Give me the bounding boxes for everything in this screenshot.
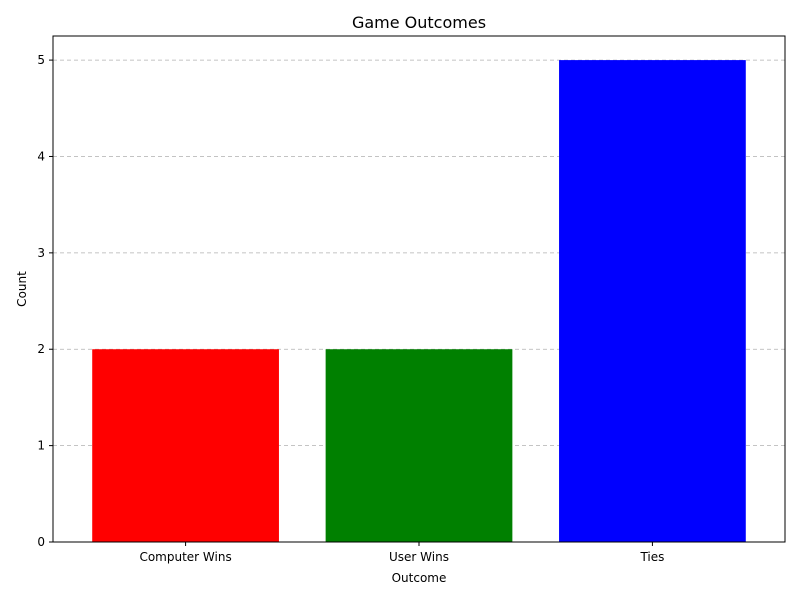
y-tick-label-3: 3 xyxy=(37,246,45,260)
x-tick-label-ties: Ties xyxy=(639,550,664,564)
bar-ties xyxy=(559,60,746,542)
y-tick-label-4: 4 xyxy=(37,149,45,163)
y-axis-ticks: 0 1 2 3 4 5 xyxy=(37,53,53,549)
y-tick-label-2: 2 xyxy=(37,342,45,356)
x-tick-label-user-wins: User Wins xyxy=(389,550,449,564)
y-tick-label-5: 5 xyxy=(37,53,45,67)
bar-computer-wins xyxy=(92,349,279,542)
bars xyxy=(92,60,746,542)
y-tick-label-0: 0 xyxy=(37,535,45,549)
x-tick-label-computer-wins: Computer Wins xyxy=(139,550,231,564)
bar-user-wins xyxy=(325,349,513,542)
x-axis-ticks: Computer Wins User Wins Ties xyxy=(139,542,664,564)
y-tick-label-1: 1 xyxy=(37,439,45,453)
chart-title: Game Outcomes xyxy=(352,13,486,32)
x-axis-label: Outcome xyxy=(392,571,447,585)
y-axis-label: Count xyxy=(15,271,29,307)
